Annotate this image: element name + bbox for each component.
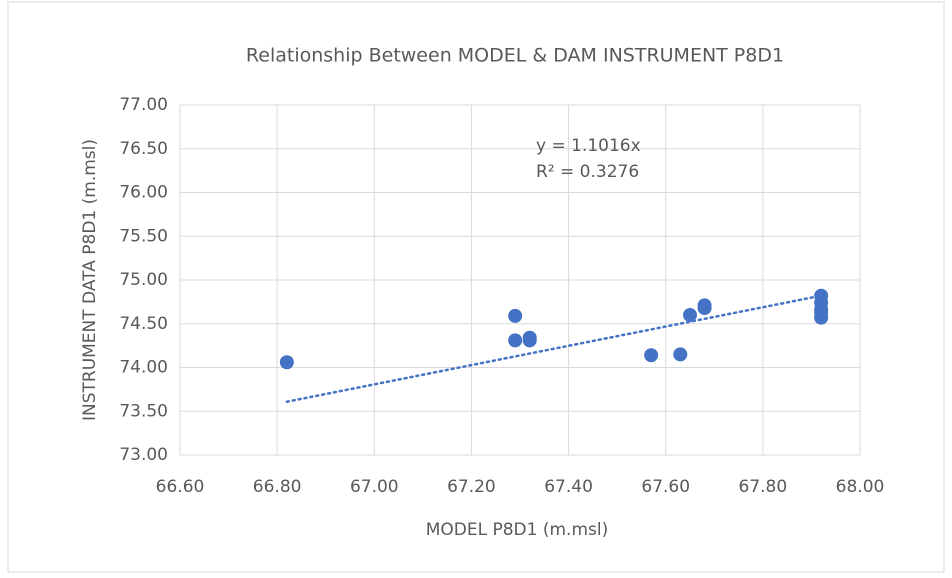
chart-title: Relationship Between MODEL & DAM INSTRUM…	[246, 45, 784, 67]
data-point	[508, 333, 523, 348]
trend-r-squared: R² = 0.3276	[536, 162, 639, 182]
x-tick-label: 67.60	[641, 477, 690, 497]
y-tick-label: 75.00	[119, 270, 168, 290]
y-tick-label: 73.50	[119, 401, 168, 421]
data-point	[697, 298, 712, 313]
x-tick-label: 67.80	[739, 477, 788, 497]
y-tick-label: 77.00	[119, 95, 168, 115]
data-point	[522, 333, 537, 348]
x-axis-title: MODEL P8D1 (m.msl)	[426, 520, 609, 540]
x-tick-label: 67.00	[350, 477, 399, 497]
trend-equation: y = 1.1016x	[536, 136, 641, 156]
data-point	[644, 348, 659, 363]
data-point	[673, 347, 688, 362]
y-axis-title: INSTRUMENT DATA P8D1 (m.msl)	[80, 139, 100, 421]
data-point	[279, 355, 294, 370]
chart-frame	[7, 1, 945, 573]
y-tick-label: 74.00	[119, 358, 168, 378]
data-point	[814, 306, 829, 321]
y-tick-label: 75.50	[119, 226, 168, 246]
y-tick-label: 76.00	[119, 183, 168, 203]
y-tick-label: 76.50	[119, 139, 168, 159]
x-tick-label: 68.00	[836, 477, 885, 497]
y-tick-label: 74.50	[119, 314, 168, 334]
y-tick-label: 73.00	[119, 445, 168, 465]
data-point	[508, 308, 523, 323]
data-point	[683, 308, 697, 322]
x-tick-label: 67.40	[544, 477, 593, 497]
x-tick-label: 66.60	[156, 477, 205, 497]
x-tick-label: 66.80	[253, 477, 302, 497]
grid	[179, 104, 861, 456]
trendline	[285, 294, 823, 403]
x-tick-label: 67.20	[447, 477, 496, 497]
